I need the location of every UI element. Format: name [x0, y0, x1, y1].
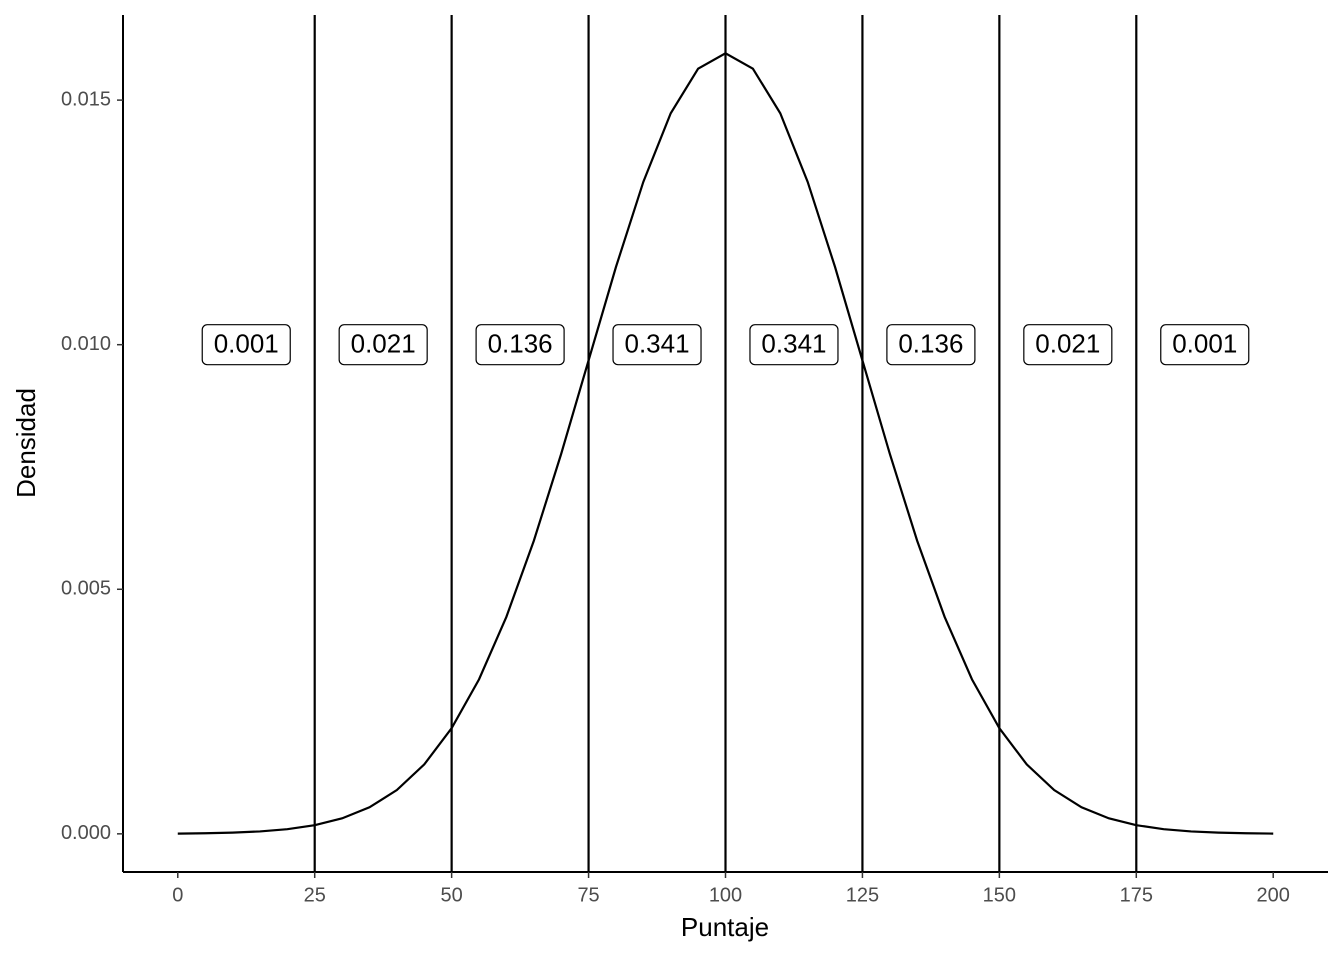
y-tick-label: 0.010 — [61, 333, 111, 355]
annotation-label: 0.001 — [214, 329, 279, 359]
x-tick-label: 150 — [983, 884, 1016, 906]
annotation-label: 0.001 — [1172, 329, 1237, 359]
x-tick-label: 75 — [577, 884, 599, 906]
x-tick-label: 175 — [1120, 884, 1153, 906]
annotation-label: 0.021 — [351, 329, 416, 359]
annotation-label: 0.136 — [488, 329, 553, 359]
x-tick-label: 200 — [1257, 884, 1290, 906]
y-axis-title: Densidad — [11, 388, 41, 498]
annotation-box — [886, 324, 976, 366]
y-tick-label: 0.000 — [61, 822, 111, 844]
annotation-box — [749, 324, 839, 366]
x-tick-label: 100 — [709, 884, 742, 906]
x-tick-label: 125 — [846, 884, 879, 906]
annotation-box — [201, 324, 291, 366]
annotation-label: 0.136 — [898, 329, 963, 359]
y-tick-label: 0.005 — [61, 578, 111, 600]
x-axis-title: Puntaje — [681, 912, 769, 942]
x-tick-label: 50 — [441, 884, 463, 906]
annotation-box — [338, 324, 428, 366]
annotation-box — [1023, 324, 1113, 366]
annotation-box — [1160, 324, 1250, 366]
x-tick-label: 25 — [304, 884, 326, 906]
annotation-label: 0.341 — [624, 329, 689, 359]
annotation-box — [475, 324, 565, 366]
x-tick-label: 0 — [172, 884, 183, 906]
annotation-box — [612, 324, 702, 366]
annotation-label: 0.341 — [761, 329, 826, 359]
annotation-label: 0.021 — [1035, 329, 1100, 359]
y-tick-label: 0.015 — [61, 88, 111, 110]
density-curve — [177, 51, 1274, 835]
